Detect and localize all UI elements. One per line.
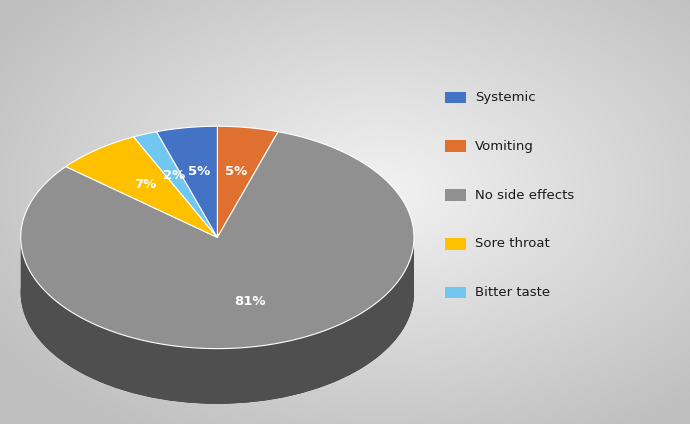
- Polygon shape: [217, 126, 278, 237]
- Ellipse shape: [21, 181, 414, 404]
- Bar: [445, 287, 466, 298]
- Bar: [445, 238, 466, 250]
- Text: Sore throat: Sore throat: [475, 237, 549, 250]
- Text: 5%: 5%: [225, 165, 247, 178]
- Bar: [445, 140, 466, 152]
- Polygon shape: [157, 126, 217, 237]
- Bar: [445, 189, 466, 201]
- Bar: [445, 92, 466, 103]
- Polygon shape: [21, 238, 414, 404]
- Text: Systemic: Systemic: [475, 91, 535, 104]
- Text: 5%: 5%: [188, 165, 210, 178]
- Polygon shape: [66, 137, 217, 237]
- Text: Bitter taste: Bitter taste: [475, 286, 550, 299]
- Polygon shape: [134, 132, 217, 237]
- Polygon shape: [21, 132, 414, 349]
- Text: No side effects: No side effects: [475, 189, 574, 201]
- Text: 2%: 2%: [163, 169, 185, 182]
- Text: 81%: 81%: [235, 295, 266, 308]
- Text: 7%: 7%: [134, 178, 156, 191]
- Text: Vomiting: Vomiting: [475, 140, 533, 153]
